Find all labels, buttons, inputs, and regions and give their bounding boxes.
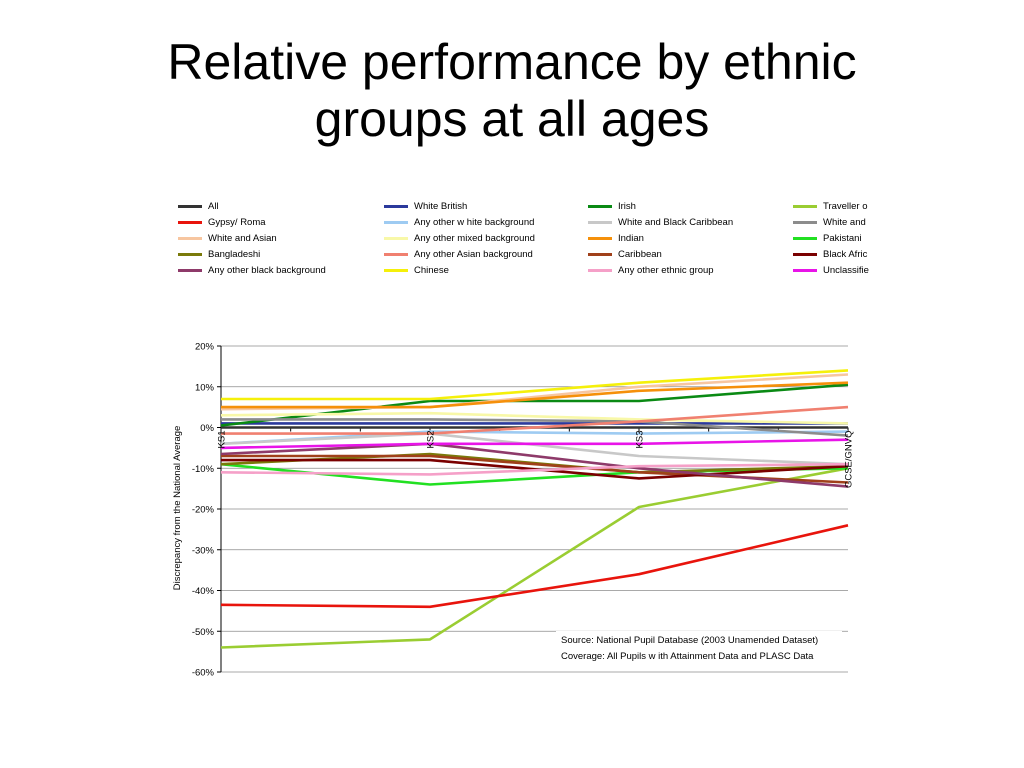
series-line (221, 369, 849, 401)
series-line (221, 405, 849, 435)
legend-swatch (384, 220, 408, 224)
legend-label: Bangladeshi (208, 248, 261, 260)
y-axis-label: Discrepancy from the National Average (172, 426, 183, 591)
legend-swatch (384, 252, 408, 256)
y-tick-label: 20% (195, 342, 215, 353)
series-line (220, 373, 849, 411)
series-line (220, 467, 849, 649)
legend-item: Caribbean (588, 246, 662, 262)
legend-label: Any other ethnic group (618, 264, 714, 276)
series-line (220, 411, 849, 425)
legend-item: Any other Asian background (384, 246, 533, 262)
legend-swatch (588, 268, 612, 272)
legend-swatch (178, 236, 202, 240)
legend-label: Unclassifie (823, 264, 869, 276)
legend-label: All (208, 200, 219, 212)
legend-swatch (384, 236, 408, 240)
x-tick-label: GCSE/GNVQ (844, 431, 855, 489)
y-tick-label: 0% (200, 423, 214, 434)
legend-item: Gypsy/ Roma (178, 214, 266, 230)
legend-label: Any other Asian background (414, 248, 533, 260)
legend-item: White and Asian (178, 230, 277, 246)
legend-swatch (178, 252, 202, 256)
legend-label: Indian (618, 232, 644, 244)
legend-swatch (793, 220, 817, 224)
source-note-line-2: Coverage: All Pupils w ith Attainment Da… (561, 651, 814, 662)
series-line (220, 438, 849, 450)
series-line (220, 524, 849, 609)
legend-swatch (793, 252, 817, 256)
series-line (220, 462, 849, 476)
source-note-line-1: Source: National Pupil Database (2003 Un… (561, 635, 818, 646)
series-line (220, 432, 849, 466)
series-line (220, 383, 849, 427)
legend-label: White and (823, 216, 866, 228)
legend-label: Traveller o (823, 200, 868, 212)
legend-item: Pakistani (793, 230, 862, 246)
legend-item: Black Afric (793, 246, 867, 262)
legend-item: White and Black Caribbean (588, 214, 733, 230)
legend-item: Bangladeshi (178, 246, 260, 262)
legend-label: Any other black background (208, 264, 326, 276)
legend-swatch (588, 204, 612, 208)
legend-item: Unclassifie (793, 262, 869, 278)
legend-item: Any other w hite background (384, 214, 534, 230)
slide-title-line-2: groups at all ages (314, 91, 710, 147)
legend-item: Chinese (384, 262, 449, 278)
legend-item: White British (384, 198, 467, 214)
legend-swatch (588, 236, 612, 240)
legend-swatch (384, 268, 408, 272)
legend-item: Any other mixed background (384, 230, 535, 246)
legend-label: Any other w hite background (414, 216, 535, 228)
legend-swatch (793, 236, 817, 240)
y-tick-label: -20% (192, 505, 215, 516)
legend-swatch (384, 204, 408, 208)
legend-item: Irish (588, 198, 636, 214)
legend-item: Traveller o (793, 198, 868, 214)
y-tick-label: -50% (192, 627, 215, 638)
series-line (220, 462, 849, 486)
chart-legend: All White British Irish Traveller o Gypsy/ R… (178, 198, 870, 280)
y-tick-label: -60% (192, 668, 215, 679)
legend-label: Chinese (414, 264, 449, 276)
series-line (221, 454, 849, 484)
legend-label: Pakistani (823, 232, 862, 244)
series-line (221, 418, 849, 437)
series-line (221, 458, 849, 480)
legend-swatch (178, 268, 202, 272)
legend-swatch (178, 220, 202, 224)
slide-title-line-1: Relative performance by ethnic (167, 34, 857, 90)
x-tick-label: KS3 (635, 431, 646, 449)
series-line (220, 452, 849, 474)
legend-item: All (178, 198, 219, 214)
y-tick-label: -10% (192, 464, 215, 475)
legend-swatch (793, 204, 817, 208)
legend-item: Any other ethnic group (588, 262, 714, 278)
y-tick-label: 10% (195, 382, 215, 393)
legend-label: White British (414, 200, 468, 212)
y-tick-label: -40% (192, 586, 215, 597)
legend-label: Irish (618, 200, 636, 212)
legend-item: Indian (588, 230, 644, 246)
legend-label: Any other mixed background (414, 232, 535, 244)
x-tick-label: KS2 (426, 431, 437, 449)
legend-label: Black Afric (823, 248, 868, 260)
series-line (220, 430, 849, 446)
x-tick-label: KS1 (217, 431, 228, 449)
series-line (221, 381, 849, 409)
legend-swatch (588, 220, 612, 224)
legend-item: Any other black background (178, 262, 326, 278)
y-tick-label: -30% (192, 545, 215, 556)
legend-label: White and Black Caribbean (618, 216, 734, 228)
source-box (556, 631, 842, 665)
legend-swatch (588, 252, 612, 256)
legend-label: White and Asian (208, 232, 277, 244)
legend-swatch (178, 204, 202, 208)
legend-label: Caribbean (618, 248, 662, 260)
slide-title: Relative performance by ethnic groups at… (0, 34, 1024, 148)
legend-item: White and (793, 214, 866, 230)
legend-label: Gypsy/ Roma (208, 216, 266, 228)
series-line (220, 442, 849, 488)
legend-swatch (793, 268, 817, 272)
